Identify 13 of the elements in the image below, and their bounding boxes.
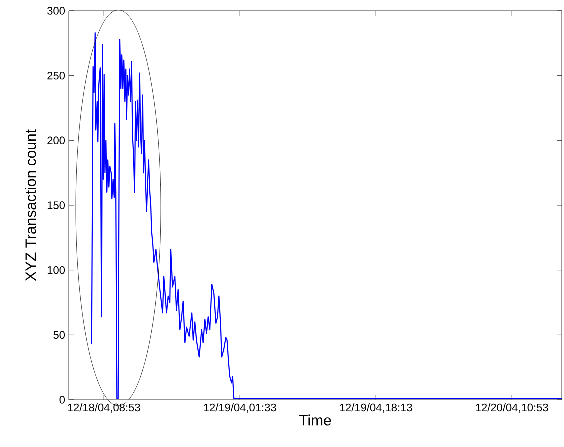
y-tick-label: 150 <box>48 202 66 210</box>
y-tick-label: 300 <box>48 7 66 15</box>
x-axis-title: Time <box>299 414 332 426</box>
x-tick-label: 12/19/04,18:13 <box>340 404 412 413</box>
y-tick-label: 100 <box>48 266 66 274</box>
y-tick-label: 0 <box>60 396 66 404</box>
y-axis-title: XYZ Transaction count <box>25 130 36 282</box>
y-tick-label: 200 <box>48 136 66 145</box>
x-tick-label: 12/19/04,01:33 <box>204 404 276 413</box>
y-tick-label: 50 <box>54 331 66 340</box>
x-tick-label: 12/18/04,08:53 <box>68 404 140 413</box>
y-tick-label: 250 <box>48 72 66 80</box>
x-tick-label: 12/20/04,10:53 <box>476 404 548 413</box>
